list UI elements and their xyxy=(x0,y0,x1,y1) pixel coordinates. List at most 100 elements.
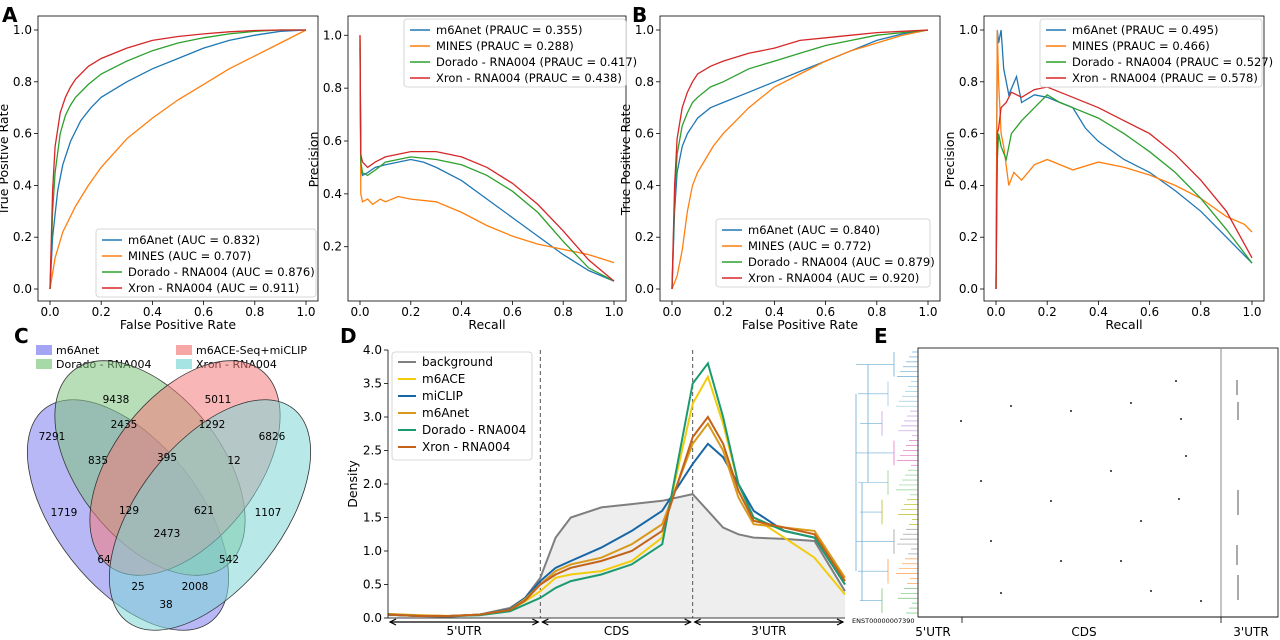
y-tick-label: 3.0 xyxy=(363,410,382,424)
heatmap-cell xyxy=(1110,470,1112,472)
legend-box xyxy=(391,351,533,461)
venn-region-count: 12 xyxy=(227,455,240,467)
x-tick-label: 0.8 xyxy=(1191,305,1210,319)
x-tick-label: 0.2 xyxy=(1038,305,1057,319)
x-tick-label: 1.0 xyxy=(918,305,937,319)
venn-region-count: 1292 xyxy=(199,419,226,431)
x-tick-label: 0.0 xyxy=(662,305,681,319)
pr-chart-b: 0.0 0.2 0.4 0.6 0.8 1.0 0.0 0.2 0.4 0.6 0.8 1.0 Reca… xyxy=(942,15,1273,332)
y-tick-label: 0.2 xyxy=(635,230,654,244)
pr-chart-a: 0.0 0.2 0.4 0.6 0.8 1.0 0.2 0.4 0.6 0.8 1.0 Recall P… xyxy=(306,15,637,332)
plot-frame xyxy=(347,15,627,302)
y-tick-label: 0.2 xyxy=(13,230,32,244)
region-arrow-head xyxy=(532,618,540,626)
x-tick-label: 1.0 xyxy=(296,305,315,319)
venn-set-total: 9438 xyxy=(103,394,130,406)
venn-set-ellipse xyxy=(108,399,312,631)
venn-region-count: 542 xyxy=(219,554,239,566)
venn-region-count: 2473 xyxy=(154,528,181,540)
series-line xyxy=(49,29,306,290)
plot-frame xyxy=(659,15,941,302)
density-chart-d: 0.0 0.5 1.0 1.5 2.0 2.5 3.0 3.5 4.0 Density 5'UTR C… xyxy=(345,343,846,638)
venn-region-count: 835 xyxy=(88,455,108,467)
x-tick-label: 0.6 xyxy=(194,305,213,319)
heatmap-cell xyxy=(1050,500,1052,502)
y-axis-label: Precision xyxy=(942,132,957,188)
legend-box xyxy=(403,18,627,88)
row-label: ENST00000007390 xyxy=(852,617,915,625)
series-line xyxy=(359,48,615,282)
x-tick-label: 0.6 xyxy=(816,305,835,319)
series-line xyxy=(49,29,306,290)
venn-legend-swatch xyxy=(176,359,192,369)
legend-box xyxy=(95,228,317,298)
y-tick-label: 0.8 xyxy=(959,75,978,89)
y-tick-label: 0.8 xyxy=(323,81,342,95)
region-label: CDS xyxy=(1071,625,1096,639)
panel-letter-c: C xyxy=(14,324,29,348)
y-tick-label: 0.2 xyxy=(323,240,342,254)
x-tick-label: 0.8 xyxy=(245,305,264,319)
legend-label: Xron - RNA004 (AUC = 0.911) xyxy=(128,281,299,295)
heatmap-cell xyxy=(1180,418,1182,420)
venn-set-total: 7291 xyxy=(39,431,66,443)
region-arrow-head xyxy=(388,618,397,626)
x-tick-label: 0.0 xyxy=(40,305,59,319)
panel-letter-a: A xyxy=(2,3,18,27)
y-tick-label: 0.6 xyxy=(635,127,654,141)
y-tick-label: 0.0 xyxy=(363,611,382,625)
series-line xyxy=(671,29,929,290)
y-tick-label: 1.0 xyxy=(959,23,978,37)
venn-set-total: 5011 xyxy=(205,394,232,406)
y-tick-label: 0.4 xyxy=(635,178,654,192)
y-tick-label: 0.4 xyxy=(13,178,32,192)
plot-frame xyxy=(37,15,319,302)
legend-label: m6Anet (AUC = 0.840) xyxy=(748,223,880,237)
venn-region-count: 395 xyxy=(157,452,177,464)
series-line xyxy=(995,86,1253,290)
legend-label: MINES (PRAUC = 0.288) xyxy=(436,39,574,53)
y-tick-label: 0.2 xyxy=(959,230,978,244)
x-tick-label: 0.4 xyxy=(765,305,784,319)
venn-region-count: 621 xyxy=(194,505,214,517)
venn-legend-swatch xyxy=(176,345,192,355)
series-line xyxy=(359,35,615,264)
heatmap-cell xyxy=(1175,380,1177,382)
legend-label: MINES (AUC = 0.707) xyxy=(128,249,251,263)
y-tick-label: 1.0 xyxy=(13,23,32,37)
heatmap-cell xyxy=(1130,402,1132,404)
x-axis-label: Recall xyxy=(1105,317,1142,332)
region-label: 3'UTR xyxy=(751,624,786,638)
plot-frame xyxy=(983,15,1265,302)
y-tick-label: 0.0 xyxy=(959,282,978,296)
region-arrow-head xyxy=(693,618,701,626)
legend-label: Xron - RNA004 xyxy=(422,440,510,454)
y-tick-label: 4.0 xyxy=(363,343,382,357)
legend-box xyxy=(1039,18,1263,88)
region-label: 5'UTR xyxy=(446,624,481,638)
y-axis-label: Density xyxy=(345,460,360,508)
venn-region-count: 2435 xyxy=(111,419,138,431)
legend-label: Dorado - RNA004 (AUC = 0.879) xyxy=(748,255,935,269)
legend-label: Xron - RNA004 (PRAUC = 0.578) xyxy=(1072,71,1258,85)
panel-letter-e: E xyxy=(874,324,888,348)
heatmap-cell xyxy=(1070,410,1072,412)
y-tick-label: 0.4 xyxy=(959,178,978,192)
series-line xyxy=(995,93,1253,290)
venn-region-count: 1719 xyxy=(51,507,78,519)
x-tick-label: 0.0 xyxy=(350,305,369,319)
series-line xyxy=(671,29,929,290)
y-tick-label: 1.0 xyxy=(635,23,654,37)
legend-box xyxy=(715,218,931,288)
heatmap-cell xyxy=(1060,560,1062,562)
x-tick-label: 0.0 xyxy=(986,305,1005,319)
region-arrow-head xyxy=(684,618,693,626)
y-tick-label: 0.6 xyxy=(959,127,978,141)
legend-label: MINES (PRAUC = 0.466) xyxy=(1072,39,1210,53)
x-tick-label: 0.2 xyxy=(714,305,733,319)
x-axis-label: False Positive Rate xyxy=(120,317,236,332)
y-tick-label: 2.5 xyxy=(363,444,382,458)
legend-label: miCLIP xyxy=(422,389,463,403)
y-tick-label: 3.5 xyxy=(363,377,382,391)
